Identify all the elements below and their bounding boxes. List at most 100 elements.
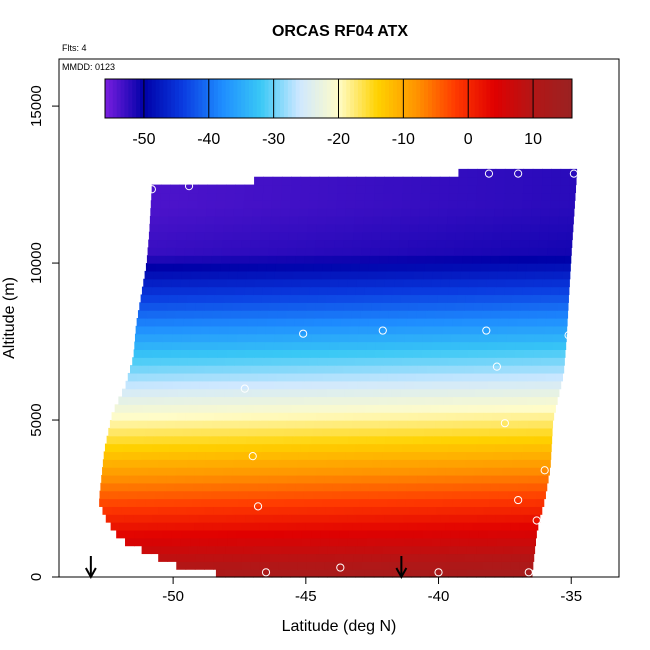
heatmap-cell	[311, 529, 322, 539]
heatmap-cell	[390, 459, 401, 468]
heatmap-cell	[433, 427, 444, 437]
heatmap-cell	[259, 239, 270, 248]
heatmap-cell	[391, 215, 402, 225]
heatmap-cell	[542, 168, 552, 178]
heatmap-cell	[537, 247, 548, 256]
heatmap-cell	[300, 184, 311, 194]
heatmap-cell	[449, 278, 460, 288]
heatmap-cell	[176, 467, 187, 476]
heatmap-cell	[424, 318, 435, 327]
heatmap-cell	[144, 325, 155, 335]
heatmap-cell	[545, 372, 556, 382]
heatmap-cell	[325, 365, 335, 374]
heatmap-cell	[192, 372, 203, 382]
heatmap-cell	[380, 561, 391, 570]
heatmap-cell	[162, 333, 173, 343]
heatmap-cell	[322, 490, 333, 500]
heatmap-cell	[550, 192, 561, 201]
heatmap-cell	[447, 294, 458, 303]
heatmap-cell	[464, 553, 475, 562]
heatmap-cell	[288, 553, 299, 562]
heatmap-cell	[145, 498, 156, 507]
heatmap-cell	[259, 474, 270, 484]
heatmap-cell	[325, 223, 336, 233]
heatmap-cell	[304, 372, 315, 382]
heatmap-cell	[347, 514, 358, 523]
heatmap-cell	[268, 474, 279, 484]
heatmap-cell	[509, 255, 520, 264]
heatmap-cell	[453, 310, 464, 319]
heatmap-cell	[160, 357, 170, 366]
heatmap-cell	[197, 443, 208, 453]
heatmap-cell	[511, 412, 521, 421]
heatmap-cell	[560, 349, 566, 358]
heatmap-cell	[136, 498, 147, 507]
heatmap-cell	[149, 215, 160, 225]
colorbar-swatch	[186, 79, 192, 118]
heatmap-cell	[259, 247, 269, 256]
heatmap-cell	[270, 294, 281, 303]
heatmap-cell	[390, 506, 401, 515]
heatmap-cell	[391, 208, 402, 217]
heatmap-cell	[213, 239, 224, 248]
heatmap-cell	[112, 451, 123, 460]
heatmap-cell	[331, 498, 342, 507]
heatmap-cell	[300, 514, 311, 523]
heatmap-cell	[180, 435, 191, 445]
heatmap-cell	[217, 514, 228, 523]
colorbar-swatch	[268, 79, 273, 118]
heatmap-cell	[167, 412, 178, 421]
heatmap-cell	[567, 223, 574, 233]
heatmap-cell	[359, 490, 370, 500]
colorbar-swatch	[396, 79, 402, 118]
heatmap-cell	[530, 215, 541, 225]
colorbar-swatch	[490, 79, 495, 118]
heatmap-cell	[547, 247, 557, 256]
heatmap-cell	[444, 247, 455, 256]
colorbar-swatch	[369, 79, 375, 118]
heatmap-cell	[504, 192, 515, 201]
heatmap-cell	[355, 569, 366, 578]
heatmap-cell	[538, 467, 549, 476]
heatmap-cell	[444, 420, 455, 429]
heatmap-cell	[223, 459, 234, 468]
heatmap-cell	[321, 325, 332, 335]
heatmap-cell	[292, 333, 303, 343]
heatmap-cell	[214, 215, 225, 225]
heatmap-cell	[486, 514, 497, 523]
heatmap-cell	[287, 474, 297, 484]
heatmap-cell	[522, 286, 533, 296]
heatmap-cell	[386, 325, 397, 335]
heatmap-cell	[535, 325, 545, 335]
heatmap-cell	[400, 388, 411, 398]
heatmap-cell	[384, 349, 395, 358]
heatmap-cell	[147, 420, 157, 429]
heatmap-cell	[196, 451, 207, 460]
heatmap-cell	[240, 310, 251, 319]
heatmap-cell	[176, 302, 187, 311]
heatmap-cell	[515, 333, 526, 343]
heatmap-cell	[313, 263, 324, 272]
heatmap-cell	[273, 341, 284, 350]
heatmap-cell	[448, 192, 459, 201]
heatmap-cell	[435, 420, 445, 429]
heatmap-cell	[299, 569, 310, 578]
colorbar-swatch	[381, 79, 386, 118]
heatmap-cell	[160, 192, 171, 201]
heatmap-cell	[399, 239, 409, 248]
heatmap-cell	[316, 459, 327, 468]
heatmap-cell	[258, 255, 269, 264]
heatmap-cell	[470, 325, 480, 335]
heatmap-cell	[281, 176, 292, 186]
heatmap-cell	[534, 333, 545, 343]
sample-point	[564, 331, 573, 340]
heatmap-cell	[529, 506, 540, 515]
heatmap-cell	[232, 365, 243, 374]
heatmap-cell	[364, 545, 375, 555]
heatmap-cell	[345, 357, 356, 366]
heatmap-cell	[208, 341, 219, 350]
heatmap-cell	[497, 529, 507, 539]
heatmap-cell	[372, 223, 383, 233]
heatmap-cell	[465, 451, 476, 460]
heatmap-cell	[422, 529, 433, 539]
